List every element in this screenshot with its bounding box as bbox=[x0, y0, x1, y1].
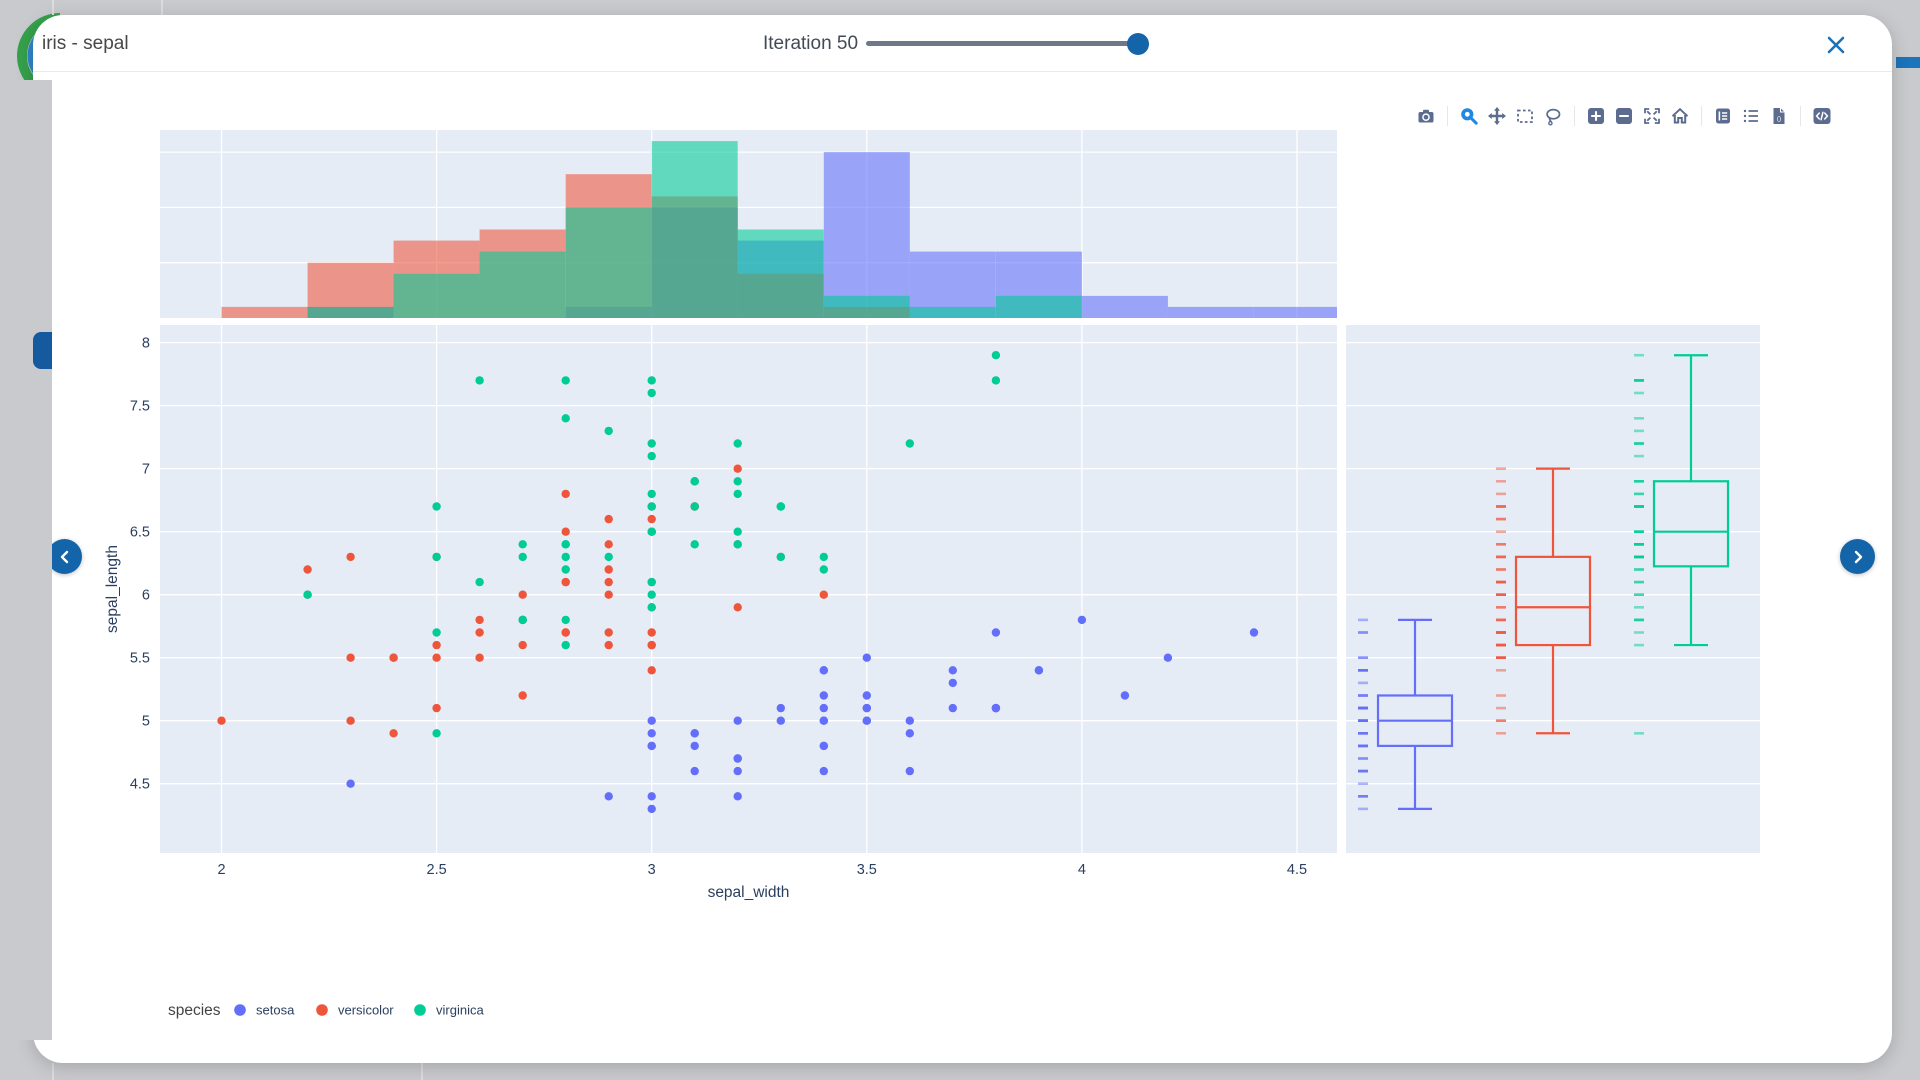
svg-text:6.5: 6.5 bbox=[130, 525, 150, 541]
iteration-slider-thumb[interactable] bbox=[1127, 32, 1150, 55]
scatter-points-setosa[interactable] bbox=[346, 615, 1259, 814]
data-file-button[interactable]: () bbox=[1766, 103, 1792, 129]
scatter-panel bbox=[160, 325, 1337, 853]
svg-text:7.5: 7.5 bbox=[130, 399, 150, 415]
svg-text:3: 3 bbox=[648, 862, 656, 878]
camera-icon bbox=[1418, 109, 1434, 123]
legend-item-virginica[interactable]: virginica bbox=[414, 1003, 484, 1018]
reset-home-icon bbox=[1671, 107, 1689, 124]
top-strip-divider bbox=[52, 0, 54, 15]
list-icon bbox=[1743, 109, 1758, 123]
plot-preview-dialog: iris - sepal Iteration 50 () 2 2.5 3 3.5 4 4.… bbox=[33, 15, 1892, 1063]
chevron-right-icon bbox=[1854, 550, 1862, 563]
svg-text:4.5: 4.5 bbox=[130, 777, 150, 793]
close-button[interactable] bbox=[1822, 31, 1850, 59]
legend-label: versicolor bbox=[338, 1003, 394, 1018]
svg-text:7: 7 bbox=[142, 462, 150, 478]
reset-home-button[interactable] bbox=[1667, 103, 1693, 129]
box-select-icon bbox=[1517, 109, 1533, 123]
bottom-strip-divider bbox=[52, 1063, 54, 1080]
svg-text:4: 4 bbox=[1078, 862, 1086, 878]
legend-label: virginica bbox=[436, 1003, 484, 1018]
lasso-icon bbox=[1546, 108, 1561, 126]
box-plot-panel bbox=[1346, 325, 1760, 853]
scatter-points-virginica[interactable] bbox=[303, 351, 1001, 738]
svg-text:2.5: 2.5 bbox=[427, 862, 447, 878]
zoom-icon bbox=[1461, 108, 1478, 125]
camera-button[interactable] bbox=[1413, 103, 1439, 129]
plot-toolbar: () bbox=[1412, 103, 1836, 129]
rail-active-tab-indicator[interactable] bbox=[33, 332, 52, 369]
svg-text:3.5: 3.5 bbox=[857, 862, 877, 878]
svg-text:6: 6 bbox=[142, 588, 150, 604]
box-plot-setosa[interactable] bbox=[1358, 618, 1454, 811]
legend-item-versicolor[interactable]: versicolor bbox=[316, 1003, 394, 1018]
journal-button[interactable] bbox=[1710, 103, 1736, 129]
y-axis-ticks: 4.5 5 5.5 6 6.5 7 7.5 8 bbox=[130, 336, 150, 793]
toolbar-separator bbox=[1447, 106, 1448, 126]
toolbar-separator bbox=[1800, 106, 1801, 126]
box-plot-virginica[interactable] bbox=[1634, 353, 1730, 735]
lasso-button[interactable] bbox=[1540, 103, 1566, 129]
dialog-header: iris - sepal Iteration 50 bbox=[33, 15, 1892, 72]
histogram-bars-virginica[interactable] bbox=[307, 141, 1082, 318]
list-button[interactable] bbox=[1738, 103, 1764, 129]
journal-icon bbox=[1716, 108, 1730, 124]
bottom-strip-divider-2 bbox=[421, 1063, 423, 1080]
iteration-slider-group: Iteration 50 bbox=[763, 15, 1150, 72]
plot-title: iris - sepal bbox=[42, 33, 129, 54]
y-axis-title: sepal_length bbox=[104, 545, 121, 633]
svg-text:2: 2 bbox=[217, 862, 225, 878]
pan-button[interactable] bbox=[1484, 103, 1510, 129]
x-axis-ticks: 2 2.5 3 3.5 4 4.5 bbox=[217, 862, 1307, 878]
zoom-button[interactable] bbox=[1456, 103, 1482, 129]
zoom-in-icon bbox=[1588, 108, 1604, 124]
zoom-out-button[interactable] bbox=[1611, 103, 1637, 129]
toolbar-separator bbox=[1701, 106, 1702, 126]
legend-marker-icon bbox=[414, 1004, 426, 1016]
svg-text:8: 8 bbox=[142, 336, 150, 352]
toolbar-separator bbox=[1574, 106, 1575, 126]
iteration-slider-track[interactable] bbox=[866, 32, 1150, 55]
data-file-icon: () bbox=[1773, 108, 1785, 124]
code-button[interactable] bbox=[1809, 103, 1835, 129]
code-icon bbox=[1813, 108, 1831, 124]
legend-marker-icon bbox=[316, 1004, 328, 1016]
autoscale-icon bbox=[1644, 108, 1660, 124]
svg-text:5: 5 bbox=[142, 714, 150, 730]
svg-text:(): () bbox=[1777, 115, 1781, 122]
legend-marker-icon bbox=[234, 1004, 246, 1016]
x-axis-title: sepal_width bbox=[708, 884, 790, 901]
zoom-out-icon bbox=[1616, 108, 1632, 124]
close-icon bbox=[1827, 36, 1845, 54]
previous-plot-button[interactable] bbox=[47, 539, 82, 574]
chevron-left-icon bbox=[60, 550, 68, 563]
legend-title: species bbox=[168, 1002, 221, 1019]
svg-text:5.5: 5.5 bbox=[130, 651, 150, 667]
svg-text:4.5: 4.5 bbox=[1287, 862, 1307, 878]
plot-canvas[interactable]: 2 2.5 3 3.5 4 4.54.555.566.577.58sepal_widths… bbox=[33, 72, 1892, 1063]
zoom-in-button[interactable] bbox=[1583, 103, 1609, 129]
legend-item-setosa[interactable]: setosa bbox=[234, 1003, 295, 1018]
top-strip-divider-2 bbox=[161, 0, 163, 15]
right-edge-indicator bbox=[1896, 57, 1920, 68]
autoscale-button[interactable] bbox=[1639, 103, 1665, 129]
iteration-label: Iteration 50 bbox=[763, 32, 859, 54]
pan-icon bbox=[1488, 107, 1506, 125]
box-plot-versicolor[interactable] bbox=[1496, 467, 1592, 735]
left-rail bbox=[0, 80, 52, 1040]
legend-label: setosa bbox=[256, 1003, 295, 1018]
box-select-button[interactable] bbox=[1512, 103, 1538, 129]
next-plot-button[interactable] bbox=[1840, 539, 1875, 574]
